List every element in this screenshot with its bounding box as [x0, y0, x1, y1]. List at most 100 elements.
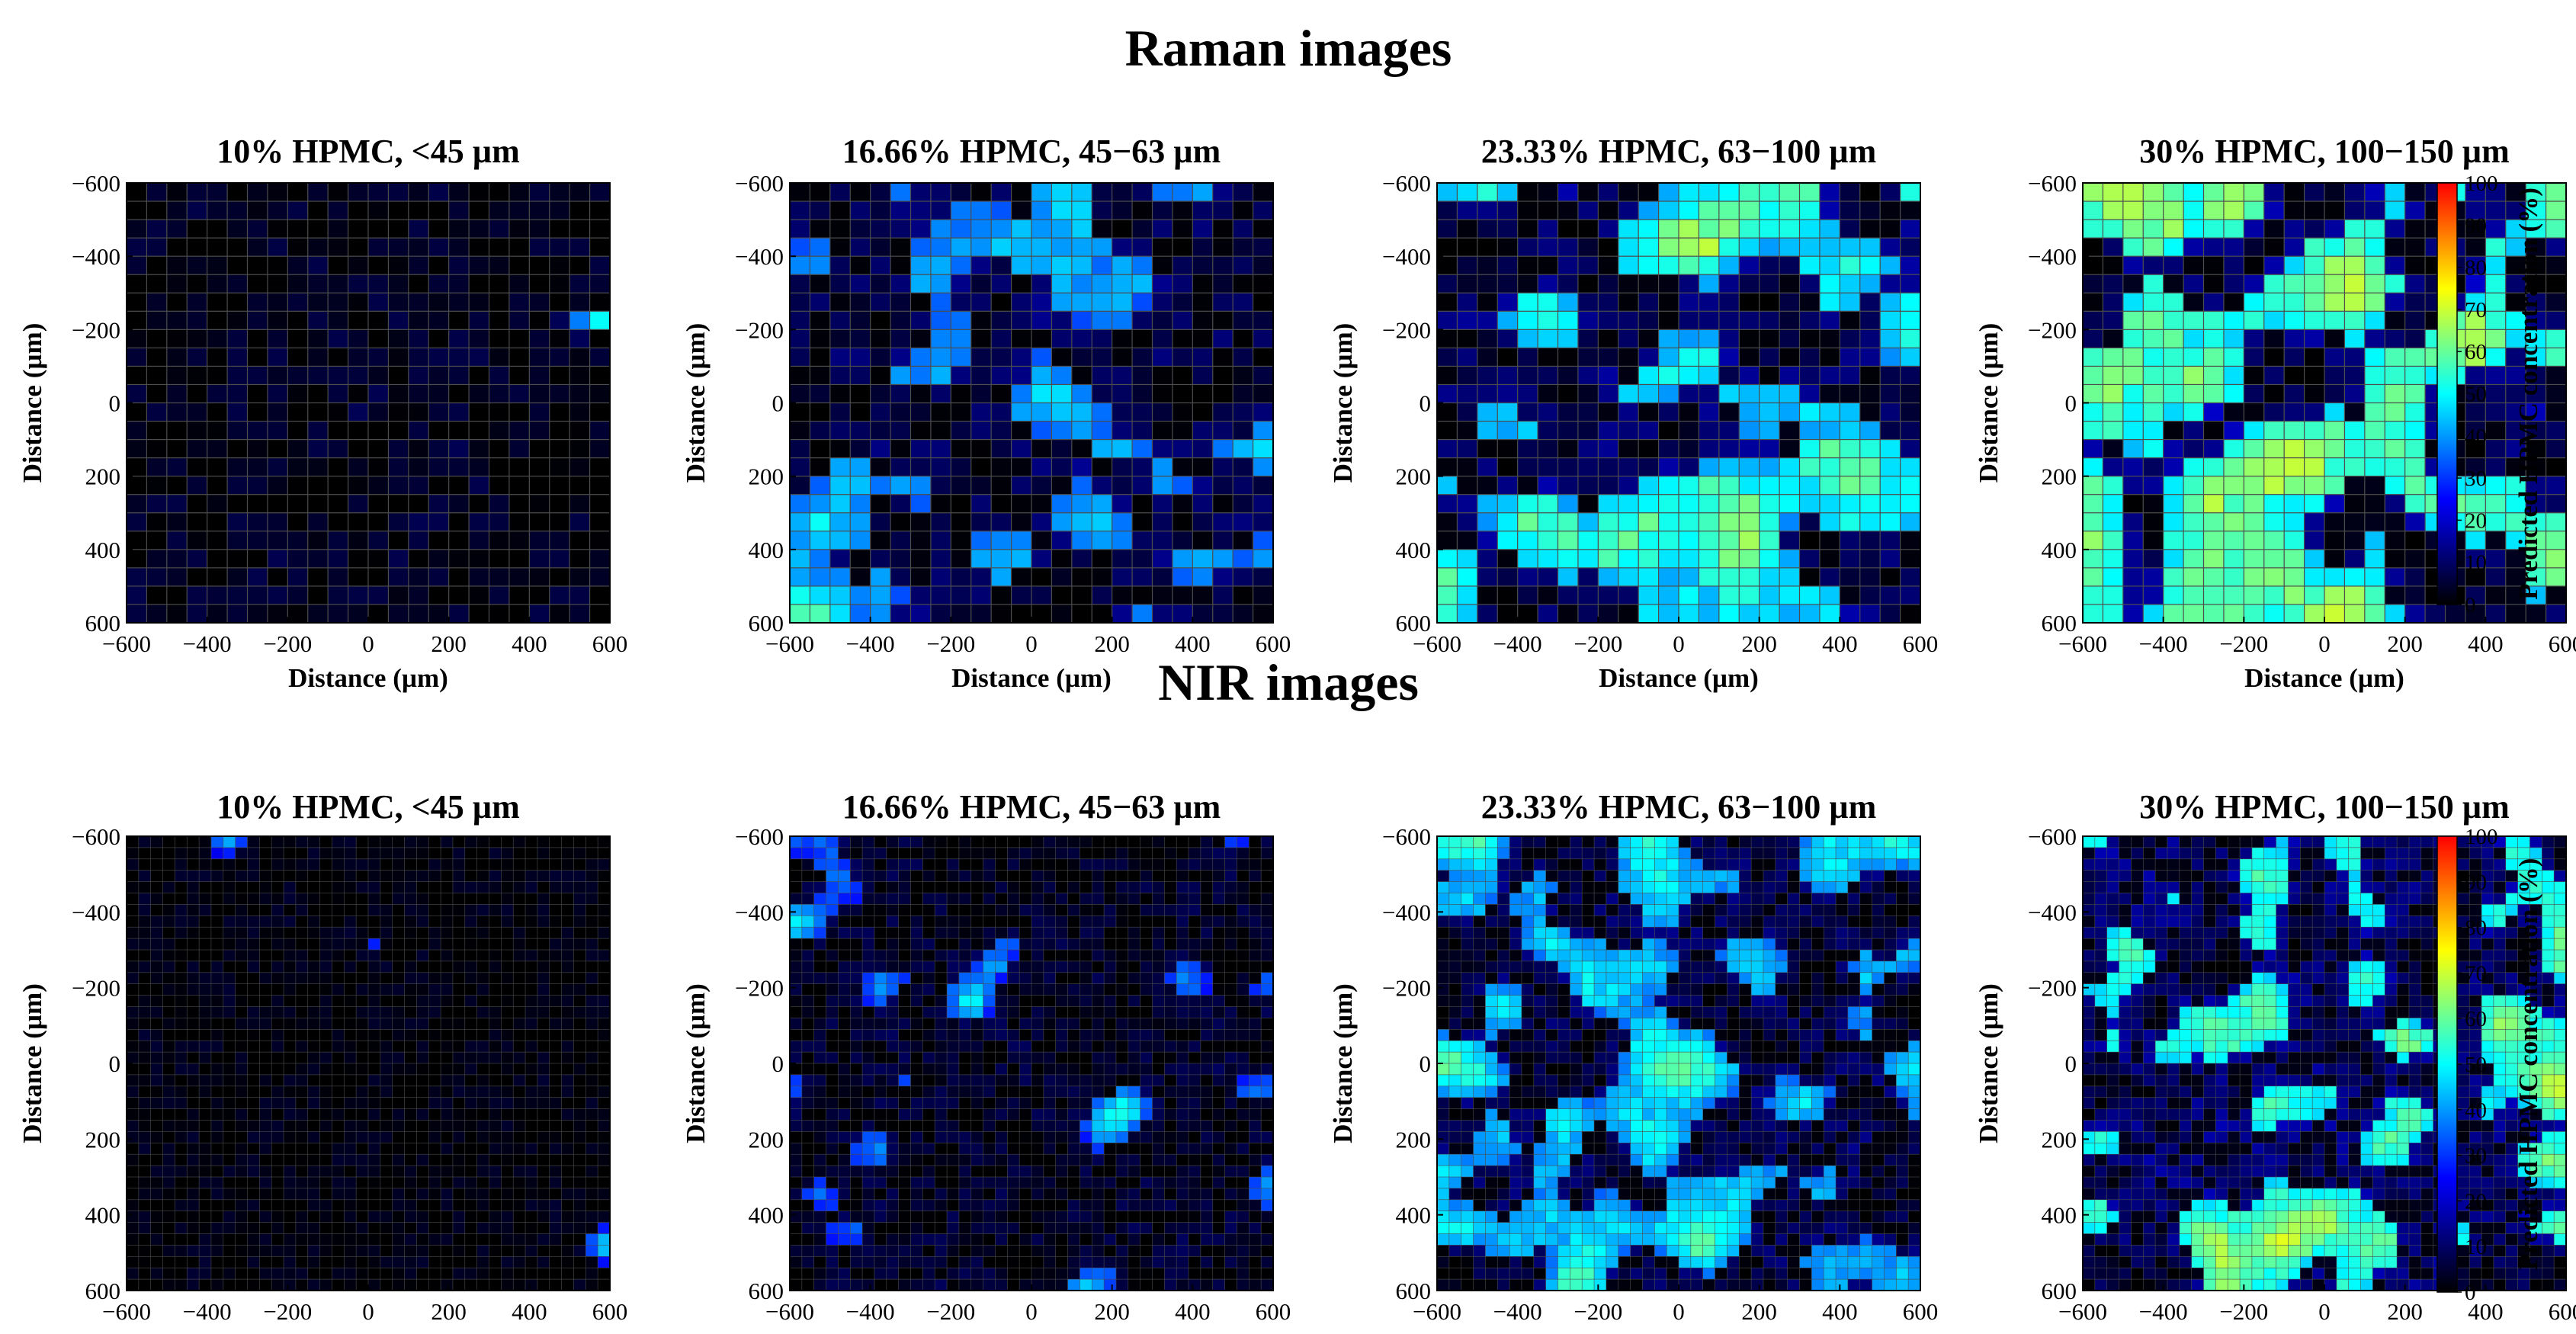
heatmap-cell — [2404, 182, 2426, 202]
heatmap-cell — [1497, 567, 1519, 587]
heatmap-cell — [1212, 870, 1226, 883]
heatmap-cell — [175, 1143, 188, 1155]
heatmap-cell — [829, 457, 852, 477]
heatmap-cell — [307, 1006, 321, 1018]
heatmap-cell — [428, 916, 441, 928]
heatmap-cell — [1436, 292, 1458, 313]
heatmap-cell — [327, 585, 349, 605]
heatmap-cell — [210, 916, 224, 928]
heatmap-cell — [2343, 292, 2366, 313]
heatmap-cell — [287, 476, 309, 495]
heatmap-cell — [332, 1188, 345, 1201]
heatmap-cell — [1557, 567, 1579, 587]
heatmap-cell — [2202, 292, 2225, 313]
heatmap-cell — [1067, 858, 1081, 871]
heatmap-cell — [408, 182, 430, 202]
heatmap-cell — [223, 1029, 236, 1041]
heatmap-cell — [1618, 329, 1640, 349]
heatmap-cell — [126, 949, 140, 962]
heatmap-cell — [597, 926, 611, 939]
heatmap-cell — [561, 1278, 575, 1291]
heatmap-cell — [990, 438, 1012, 459]
heatmap-cell — [1698, 310, 1720, 331]
heatmap-cell — [307, 1120, 321, 1132]
heatmap-cell — [861, 870, 875, 883]
heatmap-cell — [283, 870, 297, 883]
heatmap-cell — [1079, 870, 1092, 883]
heatmap-cell — [295, 1233, 309, 1246]
heatmap-cell — [146, 585, 168, 605]
heatmap-cell — [537, 893, 550, 905]
heatmap-cell — [138, 1143, 152, 1155]
heatmap-cell — [1140, 926, 1153, 939]
heatmap-cell — [950, 383, 972, 404]
heatmap-cell — [126, 1233, 140, 1246]
heatmap-cell — [861, 1040, 875, 1053]
heatmap-cell — [223, 983, 236, 996]
heatmap-cell — [930, 531, 952, 550]
heatmap-cell — [789, 1006, 803, 1018]
heatmap-cell — [246, 604, 268, 624]
heatmap-cell — [2303, 604, 2325, 624]
heatmap-cell — [2223, 219, 2245, 239]
heatmap-cell — [2545, 494, 2567, 514]
heatmap-cell — [849, 476, 871, 495]
heatmap-cell — [307, 1085, 321, 1098]
heatmap-cell — [1079, 893, 1092, 905]
heatmap-cell — [870, 420, 891, 441]
heatmap-cell — [226, 255, 249, 276]
heatmap-cell — [1779, 255, 1801, 276]
heatmap-cell — [1497, 604, 1519, 624]
heatmap-cell — [2283, 182, 2305, 202]
heatmap-cell — [950, 531, 972, 550]
heatmap-cell — [126, 1120, 140, 1132]
heatmap-cell — [2384, 329, 2406, 349]
heatmap-cell — [1678, 585, 1700, 605]
heatmap-cell — [210, 1188, 224, 1201]
heatmap-cell — [512, 1074, 526, 1087]
heatmap-cell — [175, 916, 188, 928]
heatmap-cell — [1212, 329, 1234, 349]
heatmap-cell — [970, 949, 984, 962]
heatmap-cell — [508, 438, 531, 459]
y-tick-label: −200 — [72, 316, 120, 343]
heatmap-cell — [287, 310, 309, 331]
heatmap-cell — [849, 916, 863, 928]
heatmap-cell — [488, 365, 510, 386]
heatmap-cell — [1128, 1040, 1141, 1053]
heatmap-cell — [2223, 438, 2245, 459]
heatmap-cell — [283, 1018, 297, 1030]
heatmap-cell — [332, 1233, 345, 1246]
heatmap-cell — [1899, 420, 1921, 441]
heatmap-cell — [1128, 1018, 1141, 1030]
heatmap-cell — [1103, 1040, 1117, 1053]
heatmap-cell — [1192, 219, 1214, 239]
heatmap-cell — [295, 983, 309, 996]
heatmap-cell — [1638, 237, 1660, 258]
heatmap-cell — [246, 420, 268, 441]
heatmap-cell — [501, 960, 514, 973]
heatmap-cell — [367, 1029, 381, 1041]
heatmap-cell — [319, 916, 333, 928]
heatmap-cell — [1237, 904, 1250, 916]
heatmap-cell — [1115, 893, 1129, 905]
heatmap-cell — [468, 255, 490, 276]
heatmap-cell — [307, 347, 329, 367]
heatmap-cell — [813, 1006, 827, 1018]
heatmap-cell — [970, 329, 993, 349]
heatmap-cell — [235, 847, 249, 860]
heatmap-cell — [597, 1085, 611, 1098]
heatmap-cell — [347, 512, 369, 532]
heatmap-cell — [1212, 938, 1226, 951]
heatmap-cell — [448, 347, 470, 367]
heatmap-cell — [585, 995, 598, 1008]
heatmap-cell — [1010, 292, 1032, 313]
heatmap-cell — [870, 255, 891, 276]
heatmap-cell — [343, 1120, 357, 1132]
heatmap-cell — [126, 1222, 140, 1235]
heatmap-cell — [886, 870, 900, 883]
heatmap-cell — [1067, 995, 1081, 1008]
heatmap-cell — [223, 1074, 236, 1087]
heatmap-cell — [150, 938, 164, 951]
heatmap-cell — [549, 457, 571, 477]
